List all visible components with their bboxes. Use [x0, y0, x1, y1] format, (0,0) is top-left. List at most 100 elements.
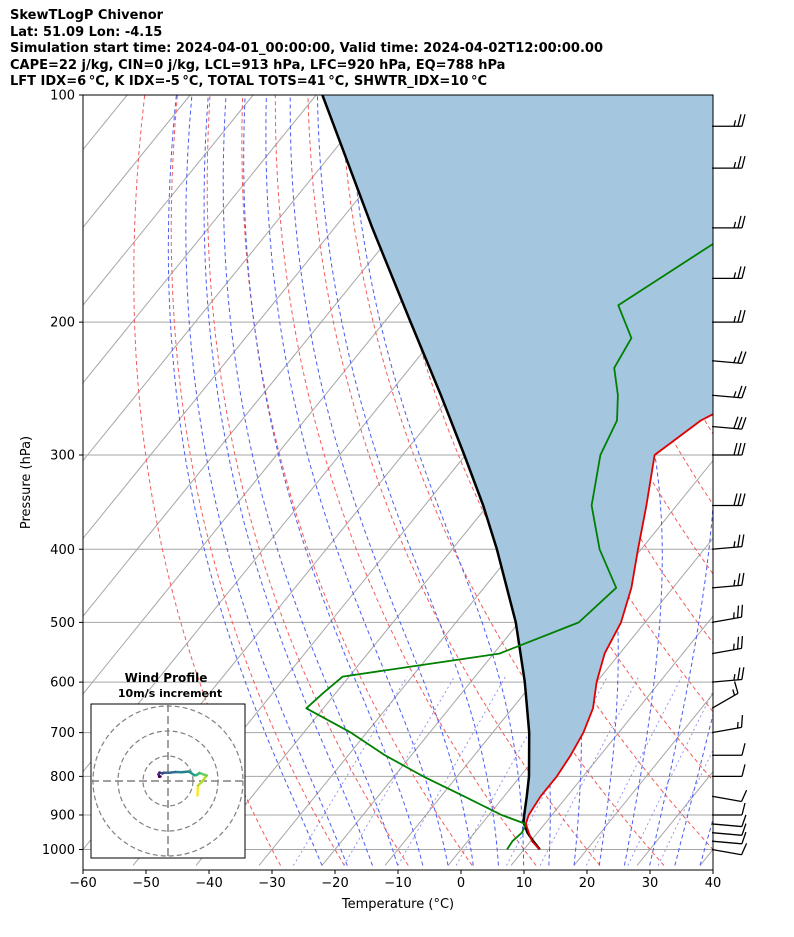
wind-barb: [711, 416, 747, 430]
barb-staff: [711, 840, 742, 845]
isotherm-line: [83, 95, 191, 229]
mixing-ratio-line: [539, 676, 640, 866]
barb-staff: [711, 795, 742, 803]
hodograph-segment: [200, 774, 208, 784]
barb-staff: [711, 726, 742, 734]
barb-feather: [737, 534, 741, 548]
y-tick-label: 900: [50, 808, 75, 823]
barb-feather: [741, 802, 746, 816]
wind-barb: [711, 831, 747, 845]
wind-barb: [711, 385, 747, 399]
barb-feather: [737, 155, 742, 169]
dry-adiabat-line: [170, 95, 345, 866]
barb-feather: [741, 572, 745, 586]
wind-barb: [712, 266, 746, 280]
wind-barb: [711, 534, 745, 550]
barb-half-feather: [733, 120, 737, 127]
x-axis-label: Temperature (°C): [341, 897, 454, 912]
y-tick-label: 600: [50, 676, 75, 691]
title-indices-lifted: LFT IDX=6 °C, K IDX=-5 °C, TOTAL TOTS=41…: [10, 74, 488, 89]
mixing-ratio-line: [397, 676, 506, 866]
wind-barb: [711, 681, 739, 709]
x-tick-label: 30: [642, 876, 659, 891]
barb-feather: [736, 605, 740, 618]
barb-feather: [733, 442, 738, 456]
dry-adiabat-line: [732, 95, 794, 866]
moist-adiabat-line: [265, 95, 449, 866]
barb-feather: [741, 743, 746, 756]
temperature-profile-line: [524, 413, 713, 851]
barb-feather: [737, 351, 743, 364]
inset-subtitle: 10m/s increment: [118, 687, 222, 700]
moist-adiabat-line: [222, 95, 399, 866]
y-tick-label: 500: [50, 616, 75, 631]
wind-barb: [712, 764, 746, 778]
barb-feather: [740, 843, 748, 855]
barb-feather: [737, 667, 741, 680]
wind-barb: [711, 789, 748, 803]
wind-barb: [712, 493, 746, 507]
isotherm-line: [83, 95, 317, 384]
wind-barb: [712, 442, 746, 456]
barb-feather: [740, 789, 748, 802]
barb-staff: [711, 616, 742, 624]
mixing-ratio-line: [585, 676, 683, 866]
barb-feather: [733, 493, 738, 506]
wind-barb: [712, 743, 746, 756]
chart-header: SkewTLogP Chivenor Lat: 51.09 Lon: -4.15…: [10, 8, 603, 91]
barb-staff: [711, 545, 742, 550]
hodograph-inset: Wind Profile 10m/s increment: [90, 671, 246, 859]
dewpoint-profile-line: [305, 242, 713, 850]
barb-feather: [741, 351, 747, 364]
title-station: SkewTLogP Chivenor: [10, 8, 164, 23]
x-tick-label: 0: [457, 876, 465, 891]
wind-barb: [712, 802, 746, 816]
y-tick-label: 700: [50, 726, 75, 741]
barb-staff: [711, 823, 742, 828]
inset-title: Wind Profile: [125, 671, 208, 685]
isotherm-line: [384, 459, 713, 866]
dry-adiabat-line: [765, 95, 794, 866]
barb-staff: [711, 647, 742, 655]
y-tick-label: 200: [50, 316, 75, 331]
barb-feather: [741, 493, 746, 506]
wind-barb: [711, 351, 747, 364]
barb-half-feather: [733, 221, 737, 229]
dry-adiabat-line: [340, 95, 665, 866]
y-tick-label: 1000: [42, 843, 75, 858]
moist-adiabat-line: [243, 95, 424, 866]
barb-feather: [737, 573, 741, 586]
barb-feather: [741, 266, 746, 279]
barb-staff: [711, 848, 742, 856]
wind-barb: [712, 309, 746, 323]
barb-feather: [741, 215, 746, 229]
barb-feather: [737, 416, 743, 429]
barb-feather: [737, 215, 742, 229]
barb-half-feather: [733, 391, 737, 398]
cape-shading: [322, 95, 713, 823]
barb-feather: [736, 636, 740, 650]
barb-feather: [740, 604, 744, 618]
barb-feather: [733, 681, 739, 694]
barb-feather: [741, 534, 745, 547]
barb-feather: [741, 309, 746, 323]
wind-barb: [711, 667, 745, 683]
title-indices-cape: CAPE=22 j/kg, CIN=0 j/kg, LCL=913 hPa, L…: [10, 57, 506, 73]
wind-barb: [711, 823, 747, 836]
moist-adiabat-line: [185, 95, 348, 866]
title-location: Lat: 51.09 Lon: -4.15: [10, 24, 163, 40]
isotherm-line: [0, 95, 1, 865]
barb-feather: [741, 823, 747, 836]
x-tick-label: −30: [258, 876, 285, 891]
barb-staff: [711, 678, 742, 683]
barb-feather: [741, 385, 747, 399]
y-tick-label: 300: [50, 448, 75, 463]
barb-half-feather: [733, 579, 736, 587]
y-tick-label: 800: [50, 770, 75, 785]
y-axis-label: Pressure (hPa): [19, 436, 34, 529]
barb-half-feather: [733, 272, 737, 279]
barb-feather: [741, 764, 746, 777]
barb-feather: [741, 114, 746, 127]
x-tick-label: −60: [69, 876, 96, 891]
